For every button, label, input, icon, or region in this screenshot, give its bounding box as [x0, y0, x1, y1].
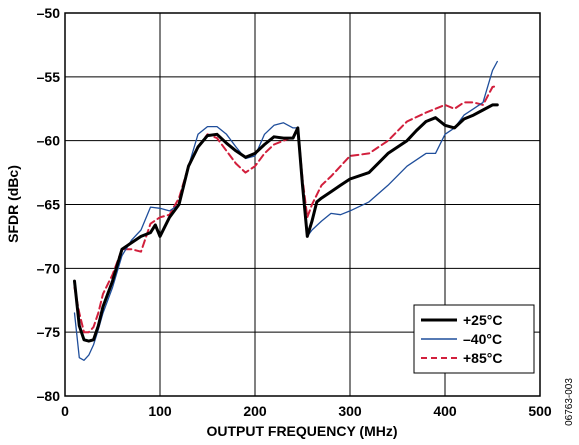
- x-axis-title: OUTPUT FREQUENCY (MHz): [206, 423, 397, 439]
- x-tick-label: 500: [528, 403, 552, 419]
- series-line-0: [73, 103, 499, 343]
- x-tick-label: 400: [433, 403, 457, 419]
- y-tick-label: –75: [37, 324, 61, 340]
- y-tick-label: –80: [37, 388, 61, 404]
- figure-id: 06763-003: [564, 378, 575, 426]
- y-tick-label: –60: [37, 133, 61, 149]
- plot-frame: [64, 12, 541, 397]
- y-axis-title: SFDR (dBc): [5, 165, 21, 243]
- x-tick-labels: 0 100 200 300 400 500: [61, 403, 552, 419]
- legend-label-85c: +85°C: [463, 350, 502, 366]
- x-tick-label: 0: [61, 403, 69, 419]
- legend: +25°C –40°C +85°C: [413, 304, 535, 374]
- y-tick-label: –50: [37, 5, 61, 21]
- legend-label-minus40c: –40°C: [463, 331, 502, 347]
- y-tick-labels: –50 –55 –60 –65 –70 –75 –80: [37, 5, 61, 404]
- x-tick-label: 100: [148, 403, 172, 419]
- series-lines: [73, 60, 499, 361]
- series-line-2: [73, 84, 499, 334]
- x-tick-label: 300: [338, 403, 362, 419]
- y-tick-label: –65: [37, 197, 61, 213]
- x-tick-label: 200: [243, 403, 267, 419]
- y-tick-label: –70: [37, 260, 61, 276]
- y-tick-label: –55: [37, 69, 61, 85]
- legend-label-25c: +25°C: [463, 312, 502, 328]
- series-line-1: [73, 60, 498, 361]
